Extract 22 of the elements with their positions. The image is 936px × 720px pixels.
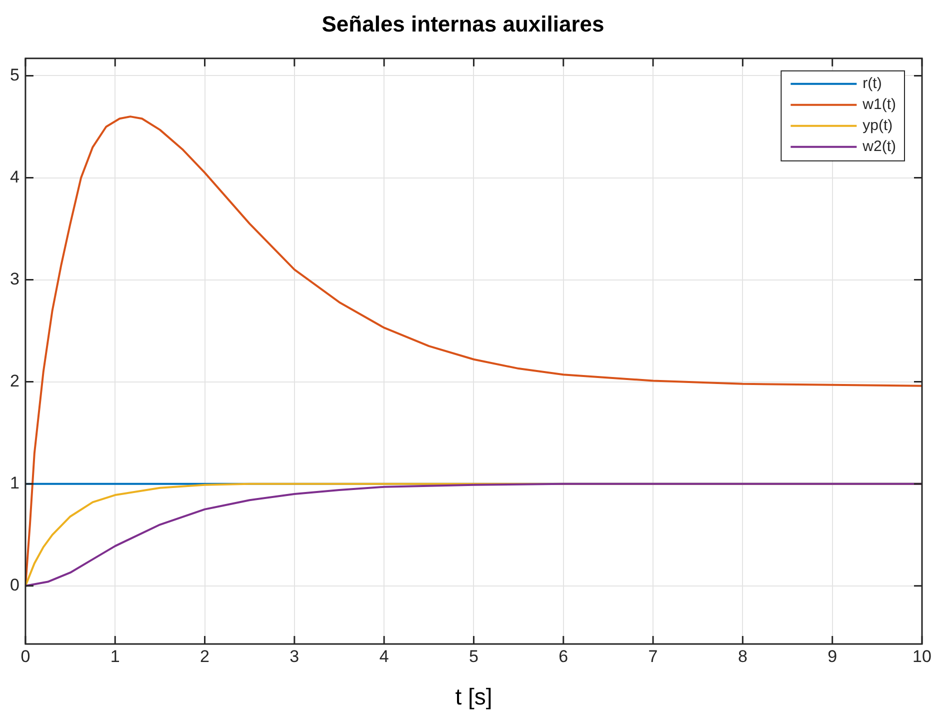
y-tick-label: 1 [10, 474, 20, 493]
chart-title: Señales internas auxiliares [322, 11, 604, 36]
x-tick-label: 2 [200, 646, 210, 666]
legend-label: w2(t) [862, 138, 896, 156]
x-axis-title: t [s] [455, 684, 492, 710]
legend-label: w1(t) [862, 96, 896, 114]
x-tick-label: 9 [828, 646, 838, 666]
y-tick-label: 0 [10, 576, 20, 595]
x-tick-label: 5 [468, 646, 478, 666]
y-tick-label: 2 [10, 371, 20, 390]
x-tick-label: 4 [379, 646, 389, 666]
x-tick-label: 6 [558, 646, 568, 666]
y-tick-label: 5 [10, 65, 20, 84]
x-tick-label: 1 [110, 646, 120, 666]
x-tick-label: 3 [290, 646, 300, 666]
y-tick-label: 3 [10, 269, 20, 288]
y-tick-label: 4 [10, 167, 20, 186]
legend-label: yp(t) [862, 117, 893, 134]
x-tick-label: 8 [738, 646, 748, 666]
x-tick-label: 7 [648, 646, 658, 666]
x-tick-label: 10 [912, 646, 932, 666]
legend-label: r(t) [862, 75, 882, 92]
